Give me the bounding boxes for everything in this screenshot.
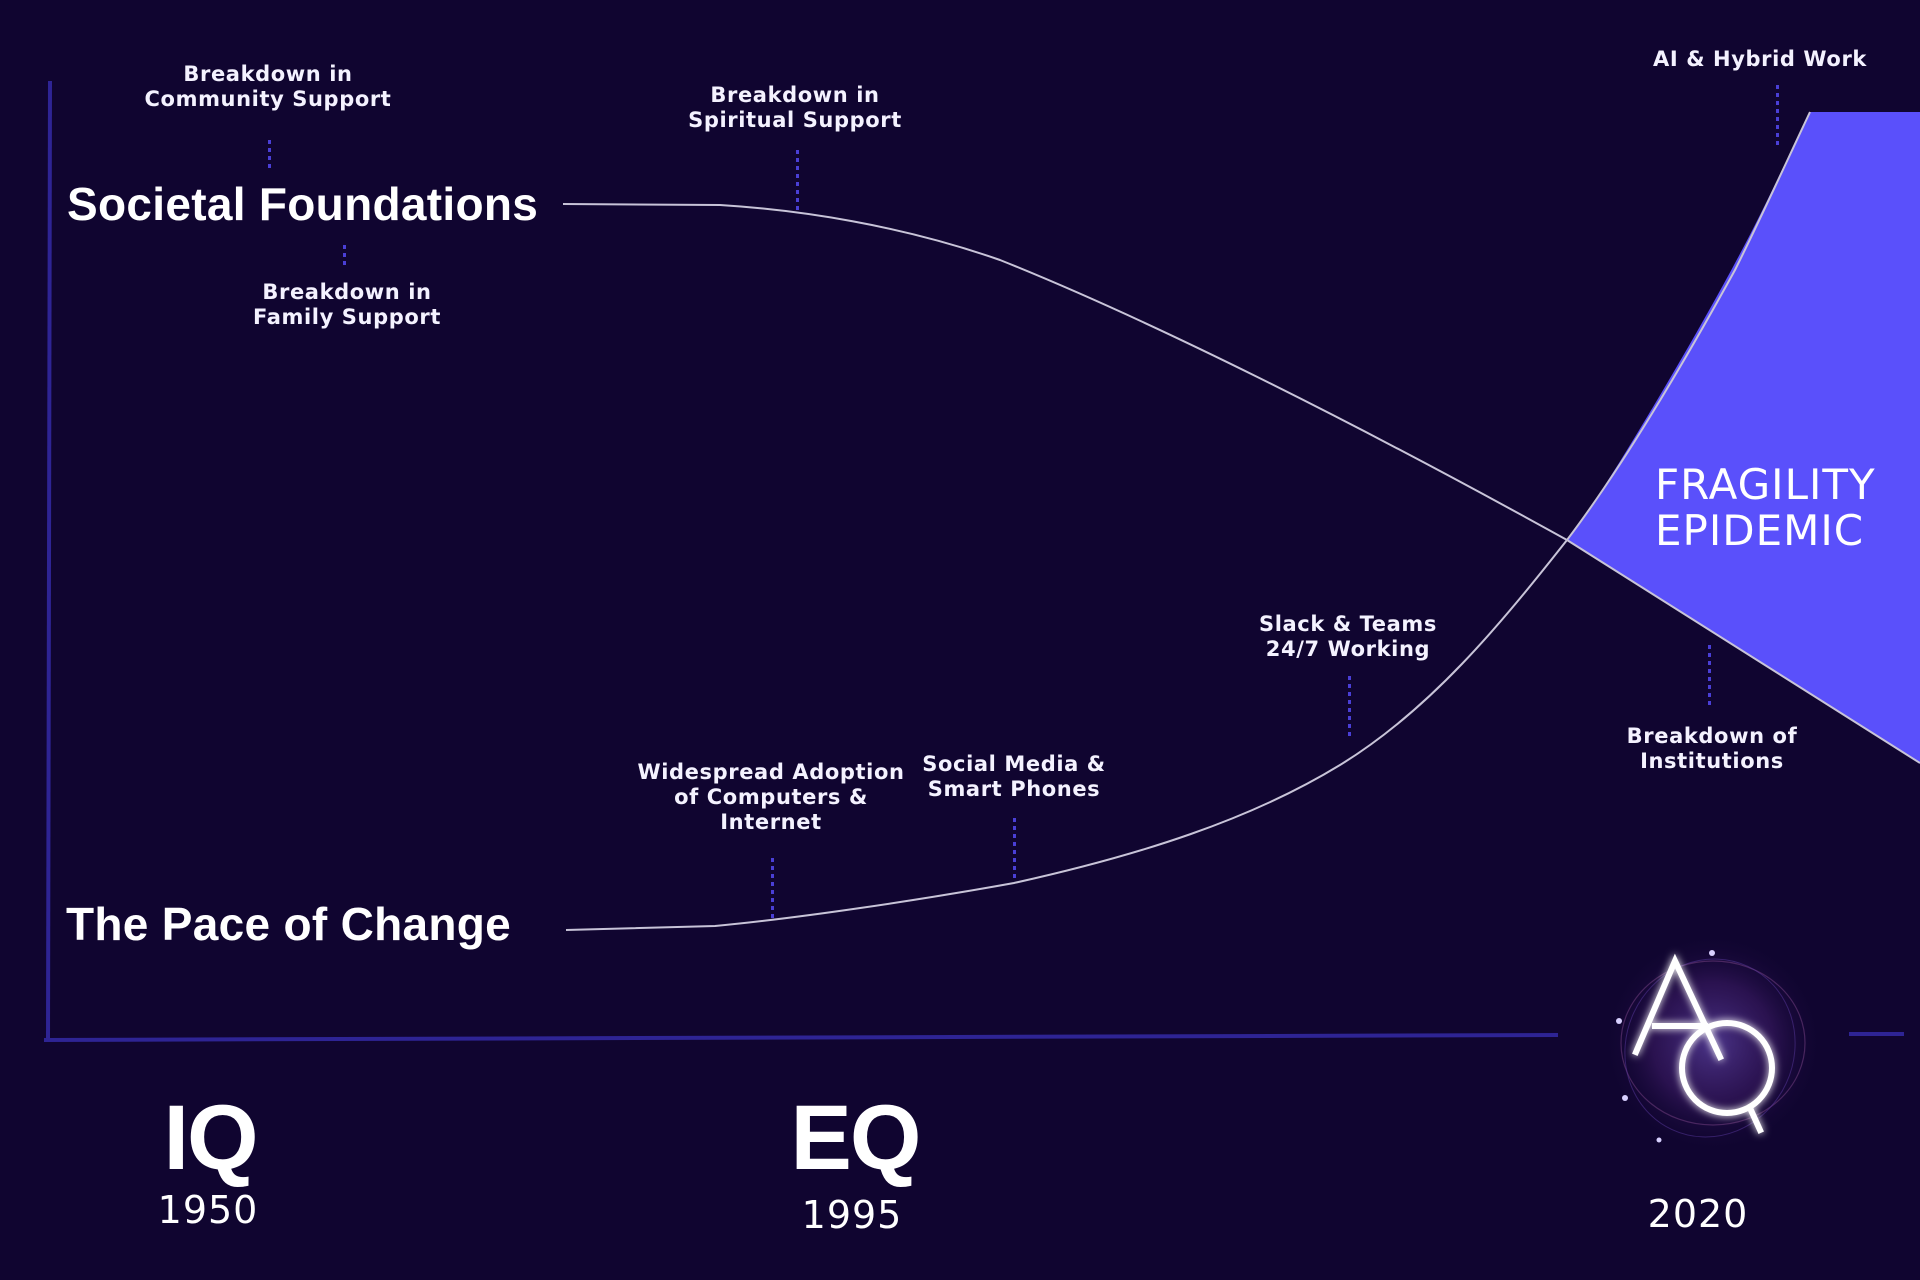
pace-of-change-curve [565,111,1811,931]
aq-logo-icon [1603,933,1823,1153]
milestone-line: Family Support [253,305,441,329]
societal-foundations-curve [562,203,1920,764]
milestone-family-support: Breakdown in Family Support [253,280,441,330]
milestone-line: Spiritual Support [688,108,902,132]
milestone-line: Widespread Adoption [637,760,905,784]
fragility-line: FRAGILITY [1655,460,1876,509]
fragility-epidemic-label: FRAGILITY EPIDEMIC [1655,462,1876,554]
connector-social [1013,818,1016,878]
y-axis [46,80,52,1041]
x-axis [43,1033,1559,1042]
milestone-computers-internet: Widespread Adoption of Computers & Inter… [637,760,904,835]
milestone-social-media: Social Media & Smart Phones [922,752,1105,802]
milestone-line: of Computers & [674,785,868,809]
era-year-1950: 1950 [157,1188,259,1232]
fragility-region [1567,112,1920,763]
milestone-line: 24/7 Working [1265,637,1431,661]
milestone-line: Institutions [1640,749,1784,773]
connector-computers [771,858,774,918]
connector-community [268,140,271,168]
milestone-line: Community Support [144,87,392,111]
milestone-spiritual-support: Breakdown in Spiritual Support [688,83,902,133]
milestone-line: Social Media & [922,752,1106,776]
connector-slack [1348,676,1351,736]
fragility-line: EPIDEMIC [1655,506,1865,555]
era-code-iq: IQ [163,1087,258,1189]
milestone-line: Breakdown of [1626,724,1798,748]
milestone-line: Internet [720,810,822,834]
milestone-slack-teams: Slack & Teams 24/7 Working [1259,612,1437,662]
milestone-line: AI & Hybrid Work [1653,47,1867,71]
series-label-societal-foundations: Societal Foundations [67,178,539,230]
connector-institutions [1708,645,1711,705]
milestone-ai-hybrid-work: AI & Hybrid Work [1653,47,1867,72]
connector-ai [1776,85,1779,145]
milestone-institutions: Breakdown of Institutions [1627,724,1798,774]
milestone-line: Breakdown in [710,83,880,107]
era-year-1995: 1995 [801,1193,903,1237]
series-label-pace-of-change: The Pace of Change [66,898,512,950]
milestone-line: Smart Phones [927,777,1101,801]
era-year-2020: 2020 [1647,1192,1749,1236]
milestone-line: Breakdown in [183,62,353,86]
era-code-eq: EQ [790,1087,922,1189]
milestone-line: Breakdown in [262,280,432,304]
milestone-community-support: Breakdown in Community Support [145,62,392,112]
milestone-line: Slack & Teams [1259,612,1437,636]
connector-spiritual [796,150,799,210]
connector-family [343,245,346,265]
